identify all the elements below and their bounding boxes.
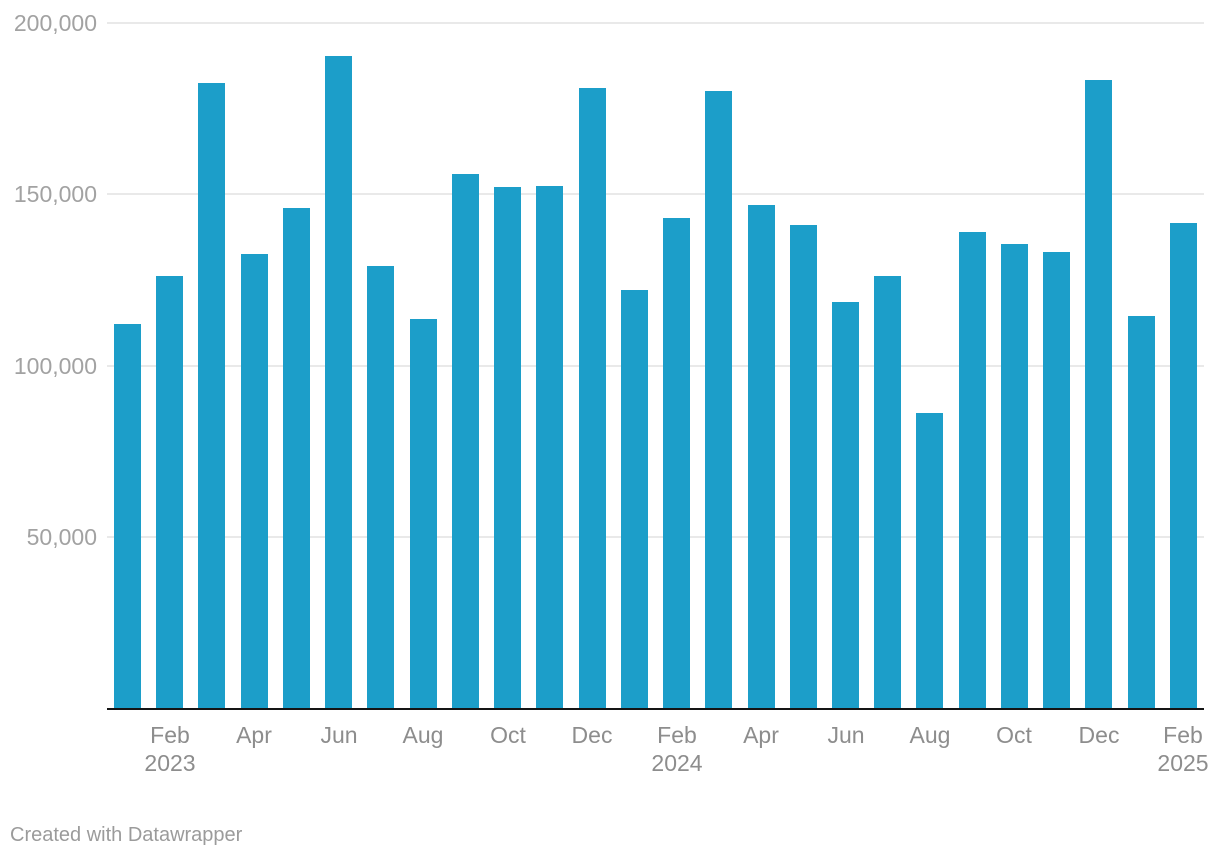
y-axis: 50,000 100,000 150,000 200,000	[0, 0, 97, 720]
bar[interactable]	[705, 91, 732, 708]
datawrapper-credit-link[interactable]: Created with Datawrapper	[10, 824, 243, 846]
bar[interactable]	[410, 319, 437, 708]
bar[interactable]	[1128, 316, 1155, 708]
y-gridline	[107, 193, 1204, 195]
bar[interactable]	[325, 56, 352, 708]
bar[interactable]	[916, 413, 943, 708]
x-axis-year-label: 2023	[144, 750, 196, 776]
bar[interactable]	[874, 276, 901, 708]
x-axis-tick-label: Jun	[320, 722, 358, 748]
bar[interactable]	[536, 186, 563, 708]
x-axis-tick-label: Jun	[827, 722, 865, 748]
bar[interactable]	[579, 88, 606, 708]
x-axis-tick-label: Dec	[1078, 722, 1120, 748]
x-axis-tick-label: Oct	[490, 722, 526, 748]
bar[interactable]	[959, 232, 986, 708]
x-axis-tick-label: Feb	[150, 722, 190, 748]
bar[interactable]	[832, 302, 859, 708]
y-axis-tick-label: 50,000	[26, 524, 97, 550]
bar[interactable]	[790, 225, 817, 708]
bar[interactable]	[621, 290, 648, 708]
x-axis-tick-label: Apr	[236, 722, 272, 748]
y-gridline	[107, 536, 1204, 538]
x-axis-tick-label: Aug	[909, 722, 951, 748]
bar[interactable]	[1170, 223, 1197, 708]
y-axis-tick-label: 100,000	[13, 353, 97, 379]
plot-area	[107, 22, 1204, 710]
x-axis-tick-label: Aug	[402, 722, 444, 748]
x-axis-tick-label: Feb	[657, 722, 697, 748]
bar[interactable]	[241, 254, 268, 708]
bar[interactable]	[1001, 244, 1028, 708]
y-axis-tick-label: 200,000	[13, 10, 97, 36]
x-axis-year-label: 2024	[651, 750, 703, 776]
x-axis: Feb 2023 Apr Jun Aug Oct Dec Feb 2024 Apr Jun Aug Oc…	[107, 722, 1208, 792]
bar[interactable]	[748, 205, 775, 708]
bar[interactable]	[1043, 252, 1070, 708]
bar[interactable]	[198, 83, 225, 708]
x-axis-tick-label: Oct	[996, 722, 1032, 748]
bar[interactable]	[367, 266, 394, 708]
bar[interactable]	[156, 276, 183, 708]
y-axis-tick-label: 150,000	[13, 181, 97, 207]
bar[interactable]	[1085, 80, 1112, 708]
x-axis-tick-label: Apr	[743, 722, 779, 748]
bar[interactable]	[494, 187, 521, 708]
y-gridline	[107, 365, 1204, 367]
x-axis-tick-label: Feb	[1163, 722, 1203, 748]
x-axis-year-label: 2025	[1157, 750, 1209, 776]
bar[interactable]	[452, 174, 479, 708]
bar[interactable]	[114, 324, 141, 708]
bar[interactable]	[663, 218, 690, 708]
y-gridline	[107, 22, 1204, 24]
x-axis-tick-label: Dec	[571, 722, 613, 748]
bar[interactable]	[283, 208, 310, 708]
